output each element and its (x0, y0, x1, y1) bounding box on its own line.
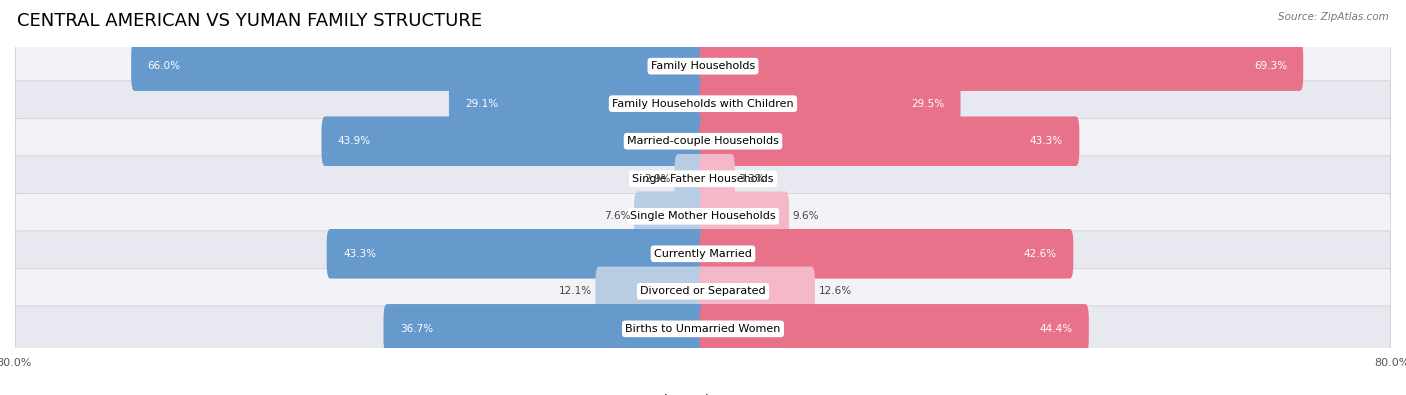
Text: 43.3%: 43.3% (343, 249, 377, 259)
Text: 9.6%: 9.6% (793, 211, 820, 221)
Text: 29.5%: 29.5% (911, 99, 945, 109)
FancyBboxPatch shape (322, 117, 706, 166)
Text: 12.1%: 12.1% (558, 286, 592, 296)
Text: Currently Married: Currently Married (654, 249, 752, 259)
Text: 12.6%: 12.6% (818, 286, 852, 296)
Text: 42.6%: 42.6% (1024, 249, 1057, 259)
FancyBboxPatch shape (700, 79, 960, 128)
FancyBboxPatch shape (700, 229, 1073, 278)
Text: Source: ZipAtlas.com: Source: ZipAtlas.com (1278, 12, 1389, 22)
Text: Married-couple Households: Married-couple Households (627, 136, 779, 146)
Text: Births to Unmarried Women: Births to Unmarried Women (626, 324, 780, 334)
Text: 44.4%: 44.4% (1039, 324, 1073, 334)
FancyBboxPatch shape (15, 43, 1391, 89)
Text: Family Households with Children: Family Households with Children (612, 99, 794, 109)
Text: 29.1%: 29.1% (465, 99, 499, 109)
Text: Single Father Households: Single Father Households (633, 174, 773, 184)
Text: CENTRAL AMERICAN VS YUMAN FAMILY STRUCTURE: CENTRAL AMERICAN VS YUMAN FAMILY STRUCTU… (17, 12, 482, 30)
Text: Divorced or Separated: Divorced or Separated (640, 286, 766, 296)
Text: 7.6%: 7.6% (605, 211, 631, 221)
Text: 2.9%: 2.9% (644, 174, 671, 184)
FancyBboxPatch shape (700, 192, 789, 241)
FancyBboxPatch shape (15, 118, 1391, 164)
Text: 3.3%: 3.3% (738, 174, 765, 184)
Text: 36.7%: 36.7% (399, 324, 433, 334)
FancyBboxPatch shape (700, 154, 735, 203)
FancyBboxPatch shape (700, 41, 1303, 91)
FancyBboxPatch shape (675, 154, 706, 203)
FancyBboxPatch shape (384, 304, 706, 354)
Text: Family Households: Family Households (651, 61, 755, 71)
FancyBboxPatch shape (15, 269, 1391, 314)
Text: 66.0%: 66.0% (148, 61, 180, 71)
FancyBboxPatch shape (15, 194, 1391, 239)
FancyBboxPatch shape (15, 231, 1391, 276)
FancyBboxPatch shape (700, 304, 1088, 354)
FancyBboxPatch shape (15, 306, 1391, 352)
FancyBboxPatch shape (15, 156, 1391, 201)
Text: 43.3%: 43.3% (1029, 136, 1063, 146)
FancyBboxPatch shape (326, 229, 706, 278)
FancyBboxPatch shape (131, 41, 706, 91)
Text: 69.3%: 69.3% (1254, 61, 1286, 71)
Legend: Central American, Yuman: Central American, Yuman (598, 394, 808, 395)
FancyBboxPatch shape (700, 117, 1080, 166)
FancyBboxPatch shape (634, 192, 706, 241)
FancyBboxPatch shape (449, 79, 706, 128)
Text: Single Mother Households: Single Mother Households (630, 211, 776, 221)
FancyBboxPatch shape (15, 81, 1391, 126)
FancyBboxPatch shape (700, 267, 815, 316)
FancyBboxPatch shape (595, 267, 706, 316)
Text: 43.9%: 43.9% (337, 136, 371, 146)
